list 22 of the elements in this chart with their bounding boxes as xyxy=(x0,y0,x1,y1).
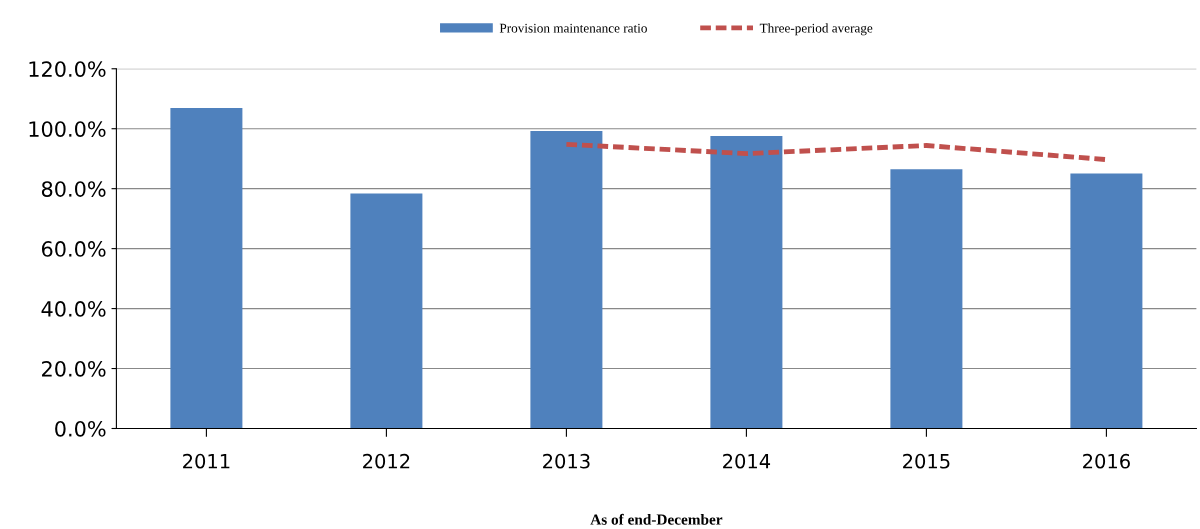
legend-label: Three-period average xyxy=(759,23,873,36)
x-tick-label: 2014 xyxy=(723,453,771,469)
y-tick-label: 20.0% xyxy=(42,360,106,377)
y-tick-label: 100.0% xyxy=(29,121,106,137)
y-tick-label: 40.0% xyxy=(41,301,106,317)
bar xyxy=(170,108,243,429)
bar xyxy=(710,135,783,429)
x-tick-label: 2013 xyxy=(543,453,590,469)
bar xyxy=(530,131,603,429)
y-tick-label: 80.0% xyxy=(41,181,106,197)
legend-label: Provision maintenance ratio xyxy=(499,23,647,33)
x-tick-label: 2016 xyxy=(1083,453,1130,469)
bar xyxy=(890,169,963,429)
x-tick-label: 2012 xyxy=(363,453,410,469)
bar xyxy=(350,193,423,429)
x-tick-label: 2015 xyxy=(903,453,950,469)
y-tick-label: 0.0% xyxy=(55,420,106,437)
x-tick-label: 2011 xyxy=(183,453,230,469)
y-tick-label: 60.0% xyxy=(41,241,106,257)
x-axis-title: As of end-December xyxy=(590,513,723,525)
bar xyxy=(1070,173,1143,429)
y-tick-label: 120.0% xyxy=(29,61,106,77)
